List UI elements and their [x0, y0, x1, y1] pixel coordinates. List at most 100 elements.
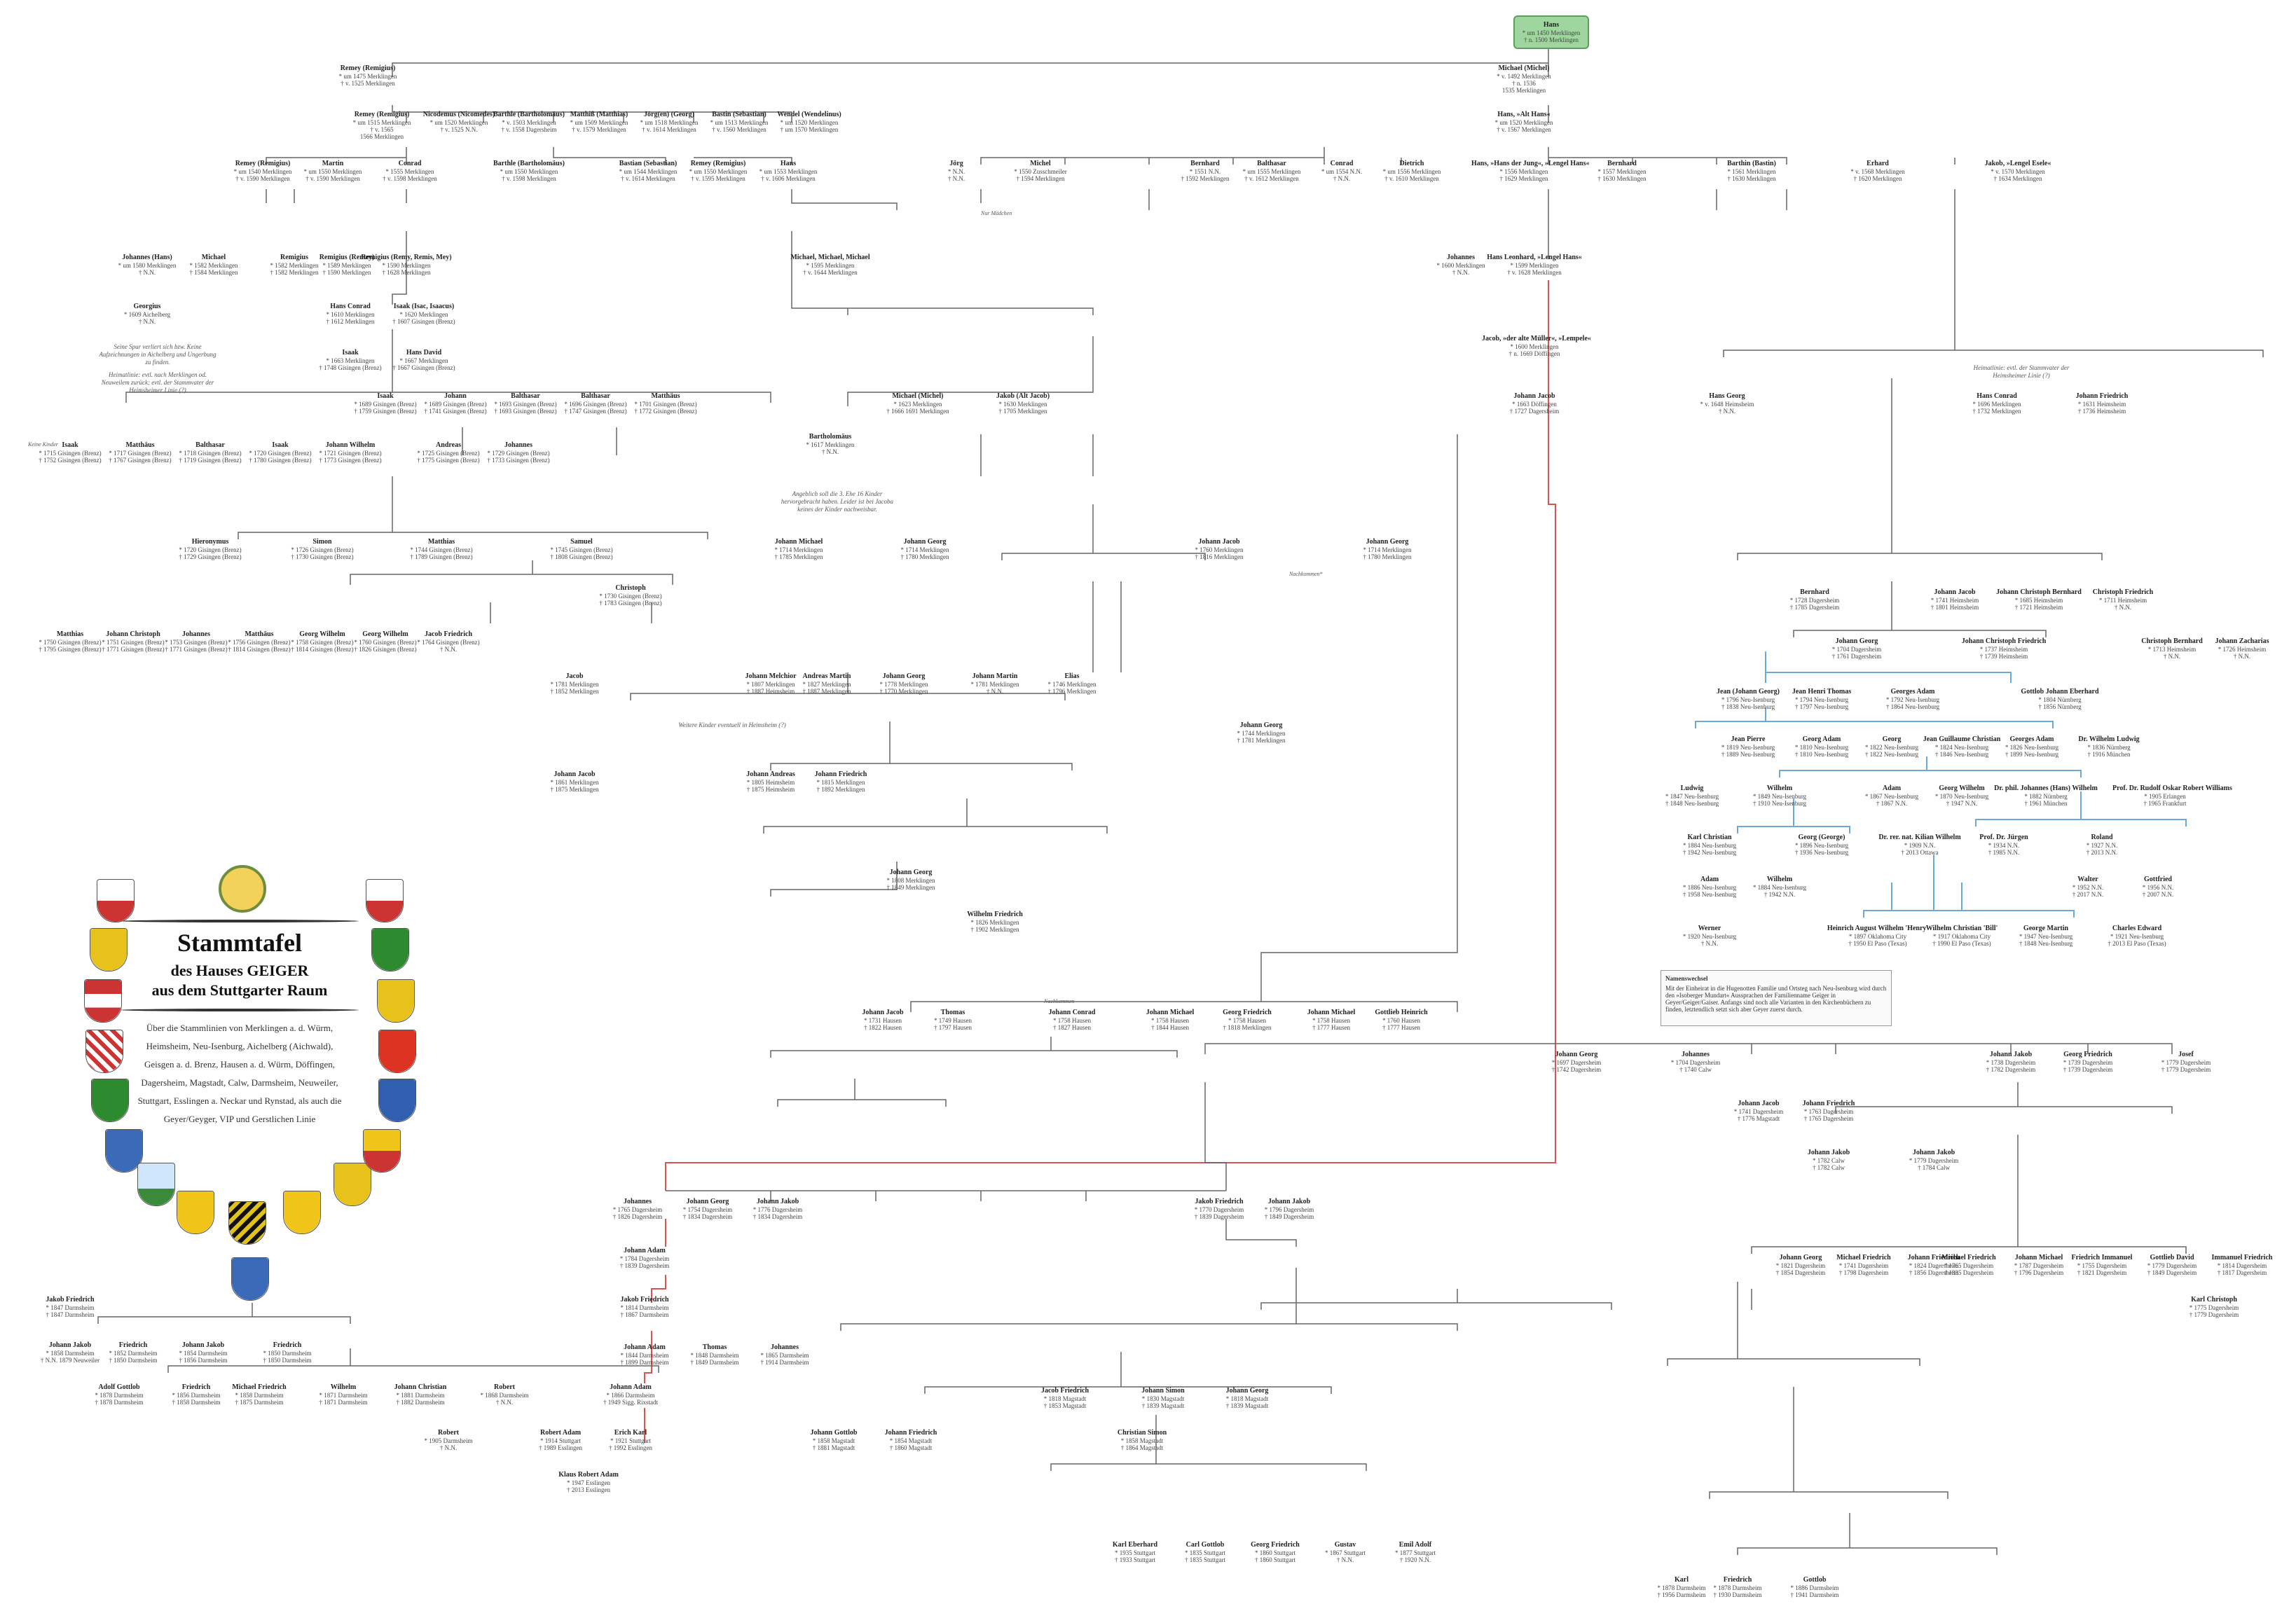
node-name: Michael Friedrich	[232, 1383, 287, 1391]
tree-node-g3r: Jakob, »Lengel Esele« * v. 1570 Merklinge…	[1965, 160, 2070, 182]
node-dates: † 1826 Gisingen (Brenz)	[354, 645, 417, 653]
shield-black-crest-icon	[378, 1030, 416, 1073]
node-name: Georg Friedrich	[2063, 1051, 2112, 1058]
node-name: Bernhard	[1607, 160, 1637, 167]
node-name: Nicodemus (Nicomedes)	[422, 111, 495, 118]
node-dates: * 1550 Zusschmeiler	[1014, 167, 1067, 175]
node-name: Barthle (Bartholomäus)	[493, 111, 565, 118]
node-name: Karl Christoph	[2191, 1296, 2237, 1304]
node-name: Hans	[1543, 21, 1560, 29]
tree-node-g12b: Johann Georg * 1754 Dagersheim † 1834 Dage…	[655, 1198, 760, 1220]
node-dates: * 1886 Neu-Isenburg	[1682, 883, 1737, 891]
tree-node-g2e: Jörg(en) (Georg) * um 1518 Merklingen † v.…	[617, 111, 722, 133]
tree-node-g8c: Andreas Martin * 1827 Merklingen † 1887 Me…	[774, 672, 879, 695]
node-dates: † 1729 Gisingen (Brenz)	[179, 553, 242, 560]
node-name: Matthias	[427, 538, 455, 546]
node-name: Johann Michael	[1146, 1009, 1195, 1016]
node-dates: * 1555 Merklingen	[385, 167, 434, 175]
node-dates: † 1721 Heimsheim	[2014, 603, 2063, 611]
node-name: Remigius (Remey)	[319, 254, 375, 261]
node-dates: * um 1580 Merklingen	[118, 261, 177, 269]
tree-node-g24a: Karl Christian * 1884 Neu-Isenburg † 1942 …	[1657, 834, 1762, 856]
node-dates: * 1696 Gisingen (Brenz)	[564, 400, 627, 408]
node-dates: † 1780 Merklingen	[900, 553, 949, 560]
node-dates: * 1824 Dagersheim	[1909, 1261, 1959, 1269]
tree-node-g18c: Georg Friedrich * 1860 Stuttgart † 1860 St…	[1223, 1541, 1328, 1563]
node-dates: * 1551 N.N.	[1189, 167, 1221, 175]
node-name: Hans Georg	[1709, 392, 1745, 400]
tree-node-g27d: Christoph Friedrich * 1711 Heimsheim † N.N…	[2070, 588, 2175, 611]
node-dates: * um 1513 Merklingen	[710, 118, 769, 126]
node-name: Friedrich	[1723, 1576, 1752, 1584]
node-dates: * 1751 Gisingen (Brenz)	[102, 638, 165, 646]
node-dates: * 1861 Merklingen	[550, 778, 599, 786]
node-name: Johann Melchior	[745, 672, 797, 680]
node-dates: * um 1520 Merklingen	[780, 118, 839, 126]
node-name: Johann Jacob	[554, 770, 596, 778]
tree-node-g21d: Gottlob Johann Eberhard * 1804 Nürnberg † …	[2007, 688, 2112, 710]
node-dates: * 1582 Merklingen	[270, 261, 319, 269]
node-dates: † 1719 Gisingen (Brenz)	[179, 456, 242, 464]
keys-crest-icon	[177, 1191, 214, 1234]
node-name: Michel	[1030, 160, 1051, 167]
tree-node-g4g: Hans Conrad * 1696 Merklingen † 1732 Merkl…	[1944, 392, 2049, 415]
node-dates: * 1934 N.N.	[1988, 841, 2020, 849]
node-dates: 1535 Merklingen	[1501, 87, 1546, 95]
node-dates: † 1773 Gisingen (Brenz)	[319, 456, 382, 464]
tree-node-g29b: Johann Friedrich * 1763 Dagersheim † 1765 …	[1776, 1100, 1881, 1122]
node-dates: * 1696 Merklingen	[1972, 400, 2021, 408]
node-dates: † N.N.	[1700, 939, 1719, 947]
node-dates: * um 1518 Merklingen	[640, 118, 699, 126]
node-dates: * 1822 Neu-Isenburg	[1864, 743, 1919, 751]
tree-node-g5b: Michael (Michel) * 1623 Merklingen † 1666 …	[865, 392, 970, 415]
node-dates: † 1814 Gisingen (Brenz)	[291, 645, 354, 653]
node-dates: * 1726 Gisingen (Brenz)	[291, 546, 354, 553]
tree-node-g13e: Johannes * 1865 Darmsheim † 1914 Darmsheim	[732, 1343, 837, 1366]
node-dates: * 1758 Hausen	[1151, 1016, 1189, 1024]
node-name: Michael Friedrich	[1836, 1254, 1891, 1261]
node-name: Wilhelm	[1766, 876, 1793, 883]
note-heimatlinie-1: Heimatlinie: evtl. nach Merklingen od. N…	[101, 371, 214, 394]
node-dates: * 1609 Aichelberg	[123, 310, 171, 318]
tree-node-g16b: Robert Adam * 1914 Stuttgart † 1989 Esslin…	[508, 1429, 613, 1451]
node-dates: † 1779 Dagersheim	[2161, 1065, 2211, 1073]
tree-node-g7f: Simon * 1726 Gisingen (Brenz) † 1730 Gisin…	[270, 538, 375, 560]
node-dates: * 1720 Gisingen (Brenz)	[179, 546, 242, 553]
node-dates: * 1781 Merklingen	[970, 680, 1019, 688]
node-dates: † 1889 Neu-Isenburg	[1721, 750, 1775, 758]
node-dates: * 1917 Oklahoma City	[1932, 932, 1991, 940]
node-dates: † 1902 Merklingen	[970, 925, 1019, 933]
node-dates: † 1956 Darmsheim	[1657, 1591, 1706, 1598]
node-dates: † 1814 Gisingen (Brenz)	[228, 645, 291, 653]
node-dates: † 1592 Merklingen	[1181, 174, 1230, 182]
node-dates: † 1759 Gisingen (Brenz)	[354, 407, 417, 415]
node-name: Hans Conrad	[330, 303, 371, 310]
node-dates: † N.N.	[986, 687, 1004, 695]
tree-node-g14d: Johann Jakob * 1854 Darmsheim † 1856 Darms…	[151, 1341, 256, 1364]
node-dates: * 1557 Merklingen	[1597, 167, 1647, 175]
node-dates: * 1776 Dagersheim	[752, 1205, 803, 1213]
tree-node-g30e: Johann Wilhelm * 1721 Gisingen (Brenz) † 1…	[298, 441, 403, 464]
tree-node-g16c: Erich Karl * 1921 Stuttgart † 1992 Essling…	[578, 1429, 683, 1451]
node-name: Isaak	[62, 441, 78, 449]
node-dates: † 1844 Hausen	[1151, 1023, 1189, 1031]
node-name: Georges Adam	[2009, 735, 2054, 743]
node-dates: * 1715 Gisingen (Brenz)	[39, 449, 102, 457]
node-dates: † 1930 Darmsheim	[1713, 1591, 1762, 1598]
eagle-black-crest-icon	[334, 1163, 371, 1206]
node-dates: * 1914 Stuttgart	[540, 1437, 581, 1444]
node-name: Georgius	[133, 303, 161, 310]
node-name: Johann Jacob	[862, 1009, 904, 1016]
node-dates: † 1705 Merklingen	[998, 407, 1047, 415]
node-dates: † 1899 Darmsheim	[620, 1358, 669, 1366]
node-dates: * 1610 Merklingen	[326, 310, 375, 318]
node-dates: * 1814 Darmsheim	[620, 1304, 669, 1311]
node-name: Johann Michael	[2014, 1254, 2063, 1261]
tree-node-g17e: Johann Friedrich * 1854 Magstadt † 1860 Ma…	[858, 1429, 963, 1451]
node-name: Christoph	[615, 584, 646, 592]
node-dates: * v. 1492 Merklingen	[1497, 72, 1551, 80]
node-dates: * 1807 Merklingen	[746, 680, 795, 688]
node-name: Thomas	[702, 1343, 727, 1351]
node-dates: † n. 1536	[1512, 79, 1536, 87]
node-name: Johann Georg	[1779, 1254, 1822, 1261]
